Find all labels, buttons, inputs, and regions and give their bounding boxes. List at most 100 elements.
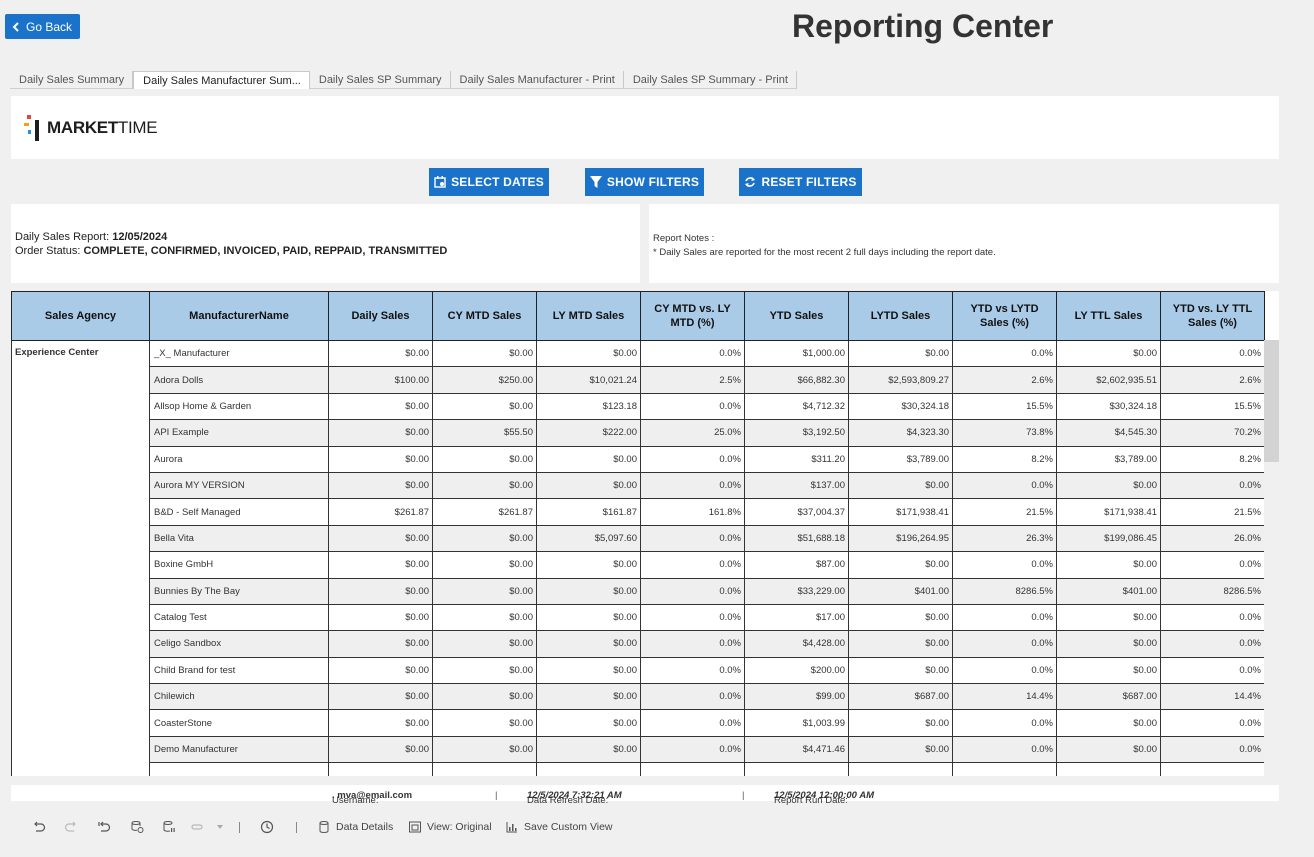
manufacturer-name-cell: Boxine GmbH — [149, 551, 329, 579]
value-cell: $161.87 — [536, 498, 641, 526]
revert-button[interactable] — [97, 820, 111, 834]
value-cell: $51,688.18 — [744, 524, 849, 553]
value-cell: $0.00 — [328, 524, 433, 553]
empty-cell — [536, 762, 641, 776]
value-cell: $0.00 — [1056, 735, 1161, 764]
show-filters-button[interactable]: SHOW FILTERS — [585, 168, 704, 196]
value-cell: 0.0% — [640, 524, 745, 553]
value-cell: $0.00 — [536, 630, 641, 658]
value-cell: 0.0% — [640, 656, 745, 685]
col-header-ly-mtd-sales[interactable]: LY MTD Sales — [536, 291, 641, 341]
value-cell: $30,324.18 — [848, 392, 953, 421]
tab-daily-sales-summary[interactable]: Daily Sales Summary — [10, 71, 134, 89]
value-cell: $33,229.00 — [744, 577, 849, 605]
value-cell: $0.00 — [536, 339, 641, 368]
clock-icon — [260, 820, 274, 834]
reset-filters-button[interactable]: RESET FILTERS — [739, 168, 862, 196]
value-cell: $0.00 — [328, 471, 433, 500]
value-cell: 21.5% — [952, 498, 1057, 526]
col-header-ytd-sales[interactable]: YTD Sales — [744, 291, 849, 341]
manufacturer-name-cell: Catalog Test — [149, 603, 329, 632]
col-header-ytd-vs-ly-ttl[interactable]: YTD vs. LY TTL Sales (%) — [1160, 291, 1265, 341]
tab-daily-sales-sp-summary[interactable]: Daily Sales SP Summary — [310, 71, 451, 89]
undo-button[interactable] — [32, 820, 46, 834]
pause-updates-button[interactable] — [162, 820, 176, 834]
value-cell: $123.18 — [536, 392, 641, 421]
value-cell: $0.00 — [328, 683, 433, 711]
table-scrollbar-thumb[interactable] — [1264, 340, 1279, 462]
logo-wordmark: MARKETTIME — [47, 118, 158, 138]
value-cell: 0.0% — [1160, 735, 1265, 764]
col-header-cy-mtd-sales[interactable]: CY MTD Sales — [432, 291, 537, 341]
value-cell: $3,192.50 — [744, 419, 849, 447]
value-cell: 21.5% — [1160, 498, 1265, 526]
table-row: Bella Vita $0.00 $0.00 $5,097.60 0.0% $51,688… — [12, 524, 1265, 553]
value-cell: $0.00 — [328, 419, 433, 447]
manufacturer-name-cell: Demo Manufacturer — [149, 735, 329, 764]
value-cell: 0.0% — [640, 445, 745, 473]
value-cell: $687.00 — [1056, 683, 1161, 711]
manufacturer-name-cell: Aurora MY VERSION — [149, 471, 329, 500]
replay-animation-button[interactable] — [190, 820, 224, 834]
value-cell: $0.00 — [328, 630, 433, 658]
col-header-cy-mtd-vs-ly-mtd[interactable]: CY MTD vs. LY MTD (%) — [640, 291, 745, 341]
value-cell: 0.0% — [952, 709, 1057, 737]
col-header-ytd-vs-lytd[interactable]: YTD vs LYTD Sales (%) — [952, 291, 1057, 341]
col-header-manufacturer-name[interactable]: ManufacturerName — [149, 291, 329, 341]
value-cell: $0.00 — [328, 551, 433, 579]
col-header-ly-ttl-sales[interactable]: LY TTL Sales — [1056, 291, 1161, 341]
value-cell: 15.5% — [952, 392, 1057, 421]
value-cell: $4,712.32 — [744, 392, 849, 421]
sales-table: Sales Agency ManufacturerName Daily Sale… — [11, 291, 1265, 776]
value-cell: $37,004.37 — [744, 498, 849, 526]
view-original-button[interactable]: View: Original — [408, 820, 492, 834]
value-cell: 0.0% — [640, 392, 745, 421]
value-cell: 2.6% — [1160, 366, 1265, 394]
pause-auto-updates-button[interactable] — [260, 820, 274, 834]
manufacturer-name-cell: Bella Vita — [149, 524, 329, 553]
value-cell: $3,789.00 — [848, 445, 953, 473]
data-details-button[interactable]: Data Details — [317, 820, 393, 834]
save-custom-view-label: Save Custom View — [524, 821, 613, 833]
value-cell: $0.00 — [432, 735, 537, 764]
value-cell: 2.6% — [952, 366, 1057, 394]
database-refresh-icon — [131, 821, 144, 833]
value-cell: $401.00 — [1056, 577, 1161, 605]
value-cell: $0.00 — [1056, 656, 1161, 685]
top-bar: Go Back — [0, 0, 1314, 68]
empty-cell — [744, 762, 849, 776]
col-header-daily-sales[interactable]: Daily Sales — [328, 291, 433, 341]
empty-cell — [1056, 762, 1161, 776]
run-date-value: 12/5/2024 12:00:00 AM — [774, 790, 874, 801]
col-header-sales-agency[interactable]: Sales Agency — [11, 291, 150, 341]
value-cell: $0.00 — [1056, 551, 1161, 579]
refresh-date-value: 12/5/2024 7:32:21 AM — [527, 790, 622, 801]
tab-daily-sales-manufacturer-summary[interactable]: Daily Sales Manufacturer Sum... — [133, 71, 310, 89]
select-dates-button[interactable]: SELECT DATES — [429, 168, 549, 196]
manufacturer-name-cell: Bunnies By The Bay — [149, 577, 329, 605]
value-cell: $10,021.24 — [536, 366, 641, 394]
value-cell: $311.20 — [744, 445, 849, 473]
value-cell: $0.00 — [1056, 630, 1161, 658]
table-row: Bunnies By The Bay $0.00 $0.00 $0.00 0.0% $33… — [12, 577, 1265, 605]
table-row: Celigo Sandbox $0.00 $0.00 $0.00 0.0% $4,428.… — [12, 630, 1265, 658]
tab-daily-sales-manufacturer-print[interactable]: Daily Sales Manufacturer - Print — [451, 71, 624, 89]
chevron-down-icon — [217, 825, 223, 829]
logo-mark-icon — [24, 115, 39, 141]
value-cell: $261.87 — [328, 498, 433, 526]
go-back-button[interactable]: Go Back — [5, 14, 80, 39]
logo-text-bold: MARKET — [47, 118, 118, 137]
value-cell: 0.0% — [1160, 630, 1265, 658]
save-custom-view-button[interactable]: Save Custom View — [505, 820, 613, 834]
refresh-date-info: Data Refresh Date: 12/5/2024 7:32:21 AM — [527, 790, 622, 806]
value-cell: $2,593,809.27 — [848, 366, 953, 394]
col-header-lytd-sales[interactable]: LYTD Sales — [848, 291, 953, 341]
refresh-data-button[interactable] — [130, 820, 144, 834]
page-title: Reporting Center — [792, 8, 1054, 44]
tab-daily-sales-sp-summary-print[interactable]: Daily Sales SP Summary - Print — [624, 71, 797, 89]
go-back-label: Go Back — [26, 19, 73, 34]
manufacturer-name-cell: Aurora — [149, 445, 329, 473]
redo-button[interactable] — [64, 820, 78, 834]
order-status-line: Order Status: COMPLETE, CONFIRMED, INVOI… — [15, 244, 640, 258]
value-cell: $0.00 — [848, 603, 953, 632]
